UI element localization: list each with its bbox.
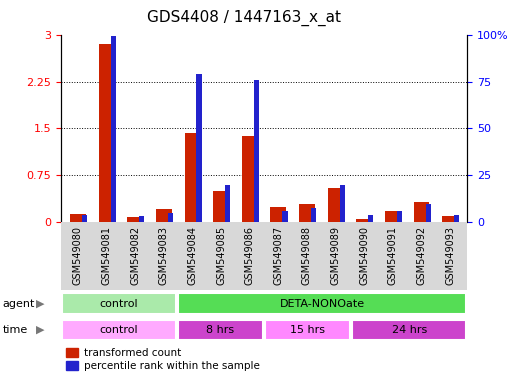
Text: GDS4408 / 1447163_x_at: GDS4408 / 1447163_x_at (147, 10, 341, 26)
Text: ▶: ▶ (36, 324, 44, 335)
Bar (299, 204, 315, 222)
Bar (178, 319, 263, 340)
Bar (225, 185, 230, 222)
Text: GSM549080: GSM549080 (73, 226, 83, 285)
Bar (178, 293, 466, 314)
Bar (397, 211, 402, 222)
Text: time: time (3, 324, 28, 335)
Text: GSM549085: GSM549085 (216, 226, 226, 285)
Bar (62, 293, 176, 314)
Bar (328, 188, 343, 222)
Text: agent: agent (3, 298, 35, 309)
Bar (254, 79, 259, 222)
Text: GSM549091: GSM549091 (388, 226, 398, 285)
Bar (139, 216, 144, 222)
Text: 8 hrs: 8 hrs (206, 324, 234, 335)
Bar (270, 207, 286, 222)
Bar (110, 36, 116, 222)
Text: 15 hrs: 15 hrs (290, 324, 325, 335)
Bar (413, 202, 429, 222)
Bar (265, 319, 350, 340)
Text: control: control (99, 324, 138, 335)
Bar (368, 215, 373, 222)
Bar (70, 214, 86, 222)
Bar (426, 204, 431, 222)
Text: GSM549082: GSM549082 (130, 226, 140, 285)
Bar (282, 211, 288, 222)
Text: GSM549084: GSM549084 (187, 226, 197, 285)
Bar (385, 211, 401, 222)
Text: GSM549093: GSM549093 (445, 226, 455, 285)
Bar (127, 217, 143, 222)
Bar (242, 136, 258, 222)
Bar (352, 319, 466, 340)
Text: GSM549087: GSM549087 (274, 226, 284, 285)
Text: GSM549089: GSM549089 (331, 226, 341, 285)
Text: GSM549088: GSM549088 (302, 226, 312, 285)
Text: control: control (99, 298, 138, 309)
Text: GSM549083: GSM549083 (159, 226, 169, 285)
Bar (156, 209, 172, 222)
Bar (311, 208, 316, 222)
Bar (340, 185, 345, 222)
Bar (454, 215, 459, 222)
Text: GSM549086: GSM549086 (244, 226, 254, 285)
Bar (442, 216, 458, 222)
Text: GSM549090: GSM549090 (359, 226, 369, 285)
Bar (196, 74, 202, 222)
Bar (99, 44, 115, 222)
Text: DETA-NONOate: DETA-NONOate (279, 298, 365, 309)
Bar (62, 319, 176, 340)
Text: GSM549092: GSM549092 (417, 226, 427, 285)
Legend: transformed count, percentile rank within the sample: transformed count, percentile rank withi… (66, 348, 259, 371)
Text: GSM549081: GSM549081 (101, 226, 111, 285)
Text: ▶: ▶ (36, 298, 44, 309)
Bar (168, 213, 173, 222)
Bar (213, 191, 229, 222)
Bar (82, 215, 87, 222)
Bar (356, 218, 372, 222)
Text: 24 hrs: 24 hrs (392, 324, 427, 335)
Bar (185, 134, 200, 222)
